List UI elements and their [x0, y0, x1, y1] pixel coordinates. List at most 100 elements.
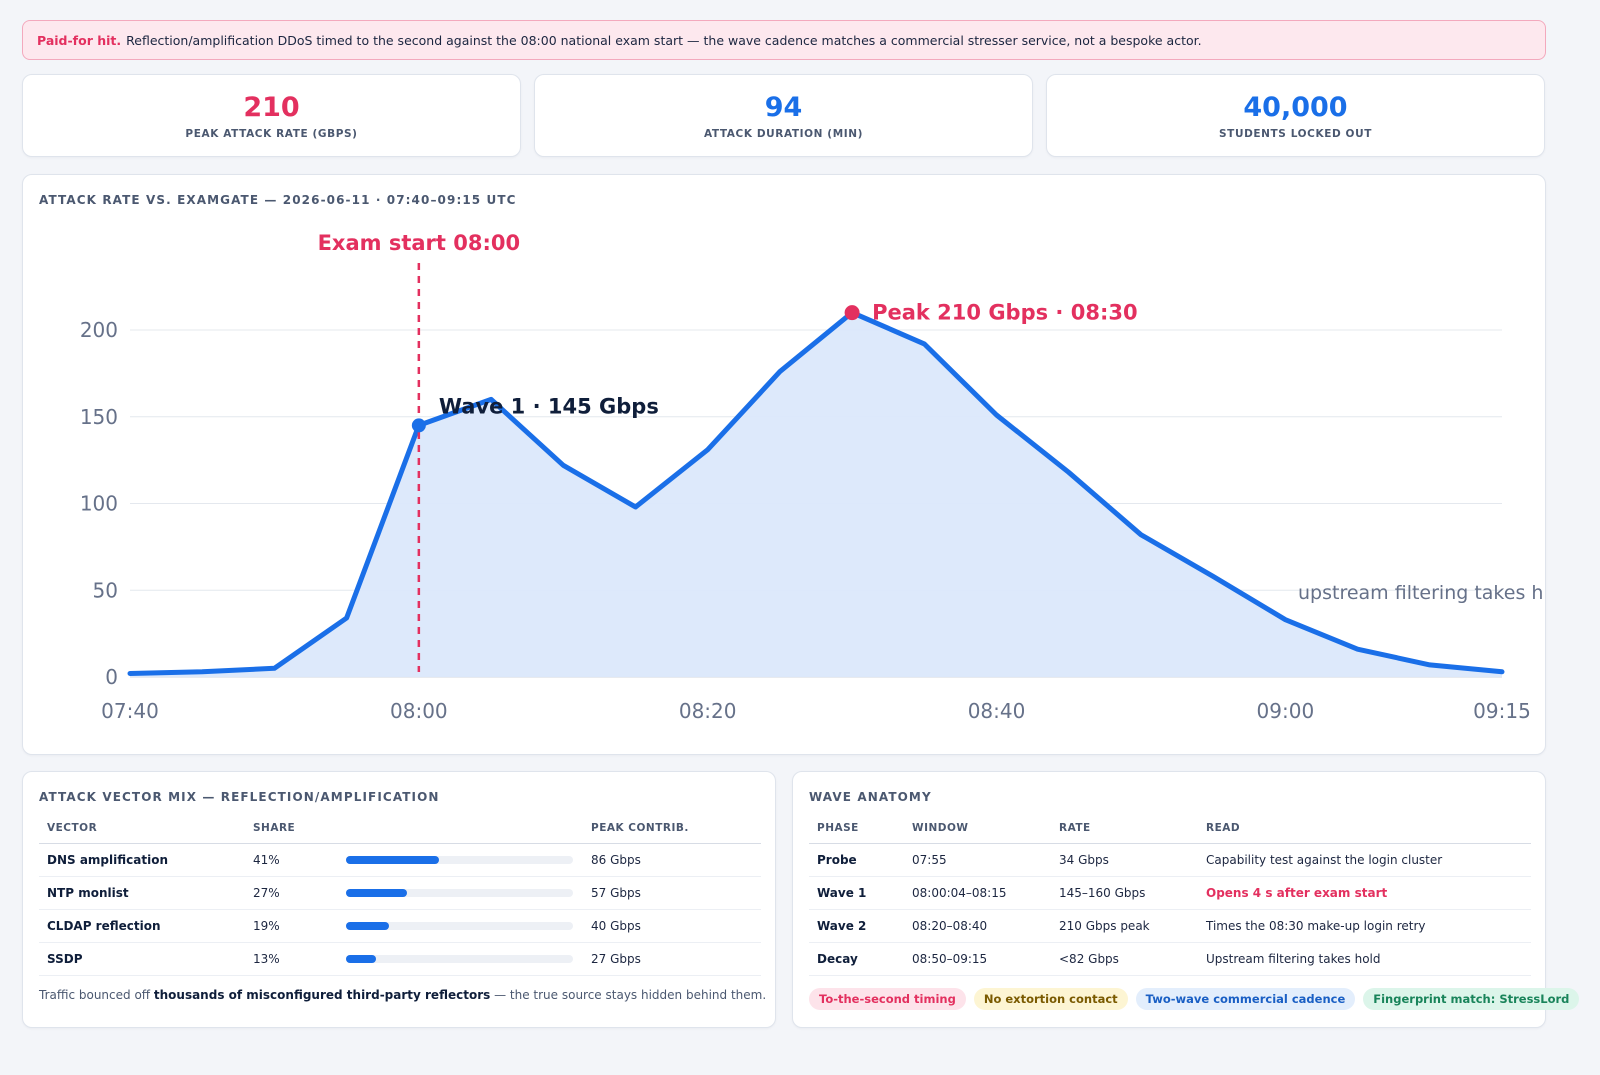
vector-contrib: 86 Gbps: [583, 843, 761, 877]
vector-share: 13%: [245, 942, 338, 976]
vector-share: 41%: [245, 843, 338, 877]
vector-table: VECTOR SHARE PEAK CONTRIB. DNS amplifica…: [39, 813, 761, 976]
wave-rate: 34 Gbps: [1051, 843, 1198, 877]
y-tick-label: 0: [105, 665, 118, 689]
alert-banner: Paid-for hit. Reflection/amplification D…: [22, 20, 1546, 60]
x-tick-label: 09:00: [1257, 699, 1315, 723]
tag-cadence: Two-wave commercial cadence: [1135, 988, 1356, 1010]
y-tick-label: 100: [80, 492, 118, 516]
x-tick-label: 08:40: [968, 699, 1026, 723]
table-row: Wave 2 08:20–08:40 210 Gbps peak Times t…: [809, 909, 1531, 943]
wave-phase: Wave 2: [809, 909, 904, 943]
wave-window: 07:55: [904, 843, 1051, 877]
wave-read-highlight: Opens 4 s after exam start: [1198, 876, 1531, 910]
wave-rate: <82 Gbps: [1051, 942, 1198, 976]
vector-name: DNS amplification: [39, 843, 245, 877]
note-emphasis: thousands of misconfigured third-party r…: [153, 988, 491, 1002]
wave-read: Upstream filtering takes hold: [1198, 942, 1531, 976]
col-share: SHARE: [245, 813, 338, 844]
wave-phase: Decay: [809, 942, 904, 976]
table-row: Probe 07:55 34 Gbps Capability test agai…: [809, 843, 1531, 877]
vector-share: 27%: [245, 876, 338, 910]
series-line: [127, 310, 1505, 676]
note-text: Traffic bounced off: [39, 988, 154, 1002]
table-row: SSDP 13% 27 Gbps: [39, 942, 761, 976]
wave-phase: Wave 1: [809, 876, 904, 910]
share-bar: [346, 855, 573, 864]
tag-extortion: No extortion contact: [973, 988, 1128, 1010]
y-tick-label: 200: [80, 318, 118, 342]
wave-anatomy-title: WAVE ANATOMY: [809, 790, 932, 804]
col-read: READ: [1198, 813, 1531, 844]
col-peak-contrib: PEAK CONTRIB.: [583, 813, 761, 844]
table-row: Wave 1 08:00:04–08:15 145–160 Gbps Opens…: [809, 876, 1531, 910]
wave-read: Times the 08:30 make-up login retry: [1198, 909, 1531, 943]
table-row: CLDAP reflection 19% 40 Gbps: [39, 909, 761, 943]
col-vector: VECTOR: [39, 813, 245, 844]
wave-phase: Probe: [809, 843, 904, 877]
peak-label: Peak 210 Gbps · 08:30: [872, 301, 1137, 325]
exam-start-label: Exam start 08:00: [318, 231, 521, 255]
kpi-value: 94: [764, 92, 803, 123]
vector-name: CLDAP reflection: [39, 909, 245, 943]
share-bar: [346, 888, 573, 897]
wave-anatomy-card: WAVE ANATOMY PHASE WINDOW RATE READ Prob…: [792, 771, 1580, 1028]
finding-tags: To-the-second timing No extortion contac…: [809, 988, 1580, 1010]
alert-text: Reflection/amplification DDoS timed to t…: [126, 32, 1202, 48]
table-header-row: VECTOR SHARE PEAK CONTRIB.: [39, 813, 761, 844]
tag-timing: To-the-second timing: [809, 988, 966, 1010]
kpi-value: 40,000: [1243, 92, 1348, 123]
series-area: [130, 312, 1502, 677]
share-bar-fill: [346, 855, 440, 864]
x-tick-label: 09:15: [1473, 699, 1531, 723]
vector-contrib: 40 Gbps: [583, 909, 761, 943]
filtering-annotation: upstream filtering takes h: [1298, 582, 1543, 604]
kpi-card-duration: 94 ATTACK DURATION (MIN): [534, 74, 1033, 157]
vector-name: SSDP: [39, 942, 245, 976]
wave-read: Capability test against the login cluste…: [1198, 843, 1531, 877]
wave-window: 08:00:04–08:15: [904, 876, 1051, 910]
y-tick-label: 150: [80, 405, 118, 429]
vector-mix-title: ATTACK VECTOR MIX — REFLECTION/AMPLIFICA…: [39, 790, 440, 804]
vector-mix-card: ATTACK VECTOR MIX — REFLECTION/AMPLIFICA…: [22, 771, 776, 1028]
alert-lead: Paid-for hit.: [37, 32, 122, 48]
kpi-label: ATTACK DURATION (MIN): [703, 128, 864, 140]
share-bar-fill: [346, 954, 376, 963]
share-bar-fill: [346, 888, 408, 897]
vector-contrib: 27 Gbps: [583, 942, 761, 976]
wave1-point: [411, 418, 426, 433]
x-tick-label: 08:00: [390, 699, 448, 723]
kpi-label: STUDENTS LOCKED OUT: [1219, 128, 1372, 140]
wave-rate: 210 Gbps peak: [1051, 909, 1198, 943]
kpi-label: PEAK ATTACK RATE (GBPS): [185, 128, 358, 140]
attack-rate-chart-card: ATTACK RATE VS. EXAMGATE — 2026-06-11 · …: [22, 174, 1546, 755]
peak-point: [844, 305, 860, 321]
x-tick-label: 08:20: [679, 699, 737, 723]
table-row: Decay 08:50–09:15 <82 Gbps Upstream filt…: [809, 942, 1531, 976]
chart-title: ATTACK RATE VS. EXAMGATE — 2026-06-11 · …: [39, 193, 517, 207]
vector-contrib: 57 Gbps: [583, 876, 761, 910]
col-phase: PHASE: [809, 813, 904, 844]
kpi-card-students: 40,000 STUDENTS LOCKED OUT: [1046, 74, 1545, 157]
kpi-card-peak-rate: 210 PEAK ATTACK RATE (GBPS): [22, 74, 521, 157]
attack-rate-chart: 0 50 100 150 200 07:40 08:00 08:20 08:40 09:00 09:…: [80, 231, 1544, 723]
share-bar: [346, 954, 573, 963]
table-row: NTP monlist 27% 57 Gbps: [39, 876, 761, 910]
wave1-label: Wave 1 · 145 Gbps: [439, 394, 659, 418]
y-tick-label: 50: [93, 578, 118, 602]
note-text: — the true source stays hidden behind th…: [490, 988, 767, 1002]
share-bar: [346, 921, 573, 930]
vector-share: 19%: [245, 909, 338, 943]
vector-name: NTP monlist: [39, 876, 245, 910]
col-bar: [338, 813, 583, 844]
vector-note: Traffic bounced off thousands of misconf…: [39, 988, 766, 1002]
x-tick-label: 07:40: [101, 699, 159, 723]
wave-window: 08:50–09:15: [904, 942, 1051, 976]
wave-window: 08:20–08:40: [904, 909, 1051, 943]
col-rate: RATE: [1051, 813, 1198, 844]
tag-fingerprint: Fingerprint match: StressLord: [1363, 988, 1580, 1010]
wave-table: PHASE WINDOW RATE READ Probe 07:55 34 Gb…: [809, 813, 1531, 976]
col-window: WINDOW: [904, 813, 1051, 844]
share-bar-fill: [346, 921, 390, 930]
table-row: DNS amplification 41% 86 Gbps: [39, 843, 761, 877]
